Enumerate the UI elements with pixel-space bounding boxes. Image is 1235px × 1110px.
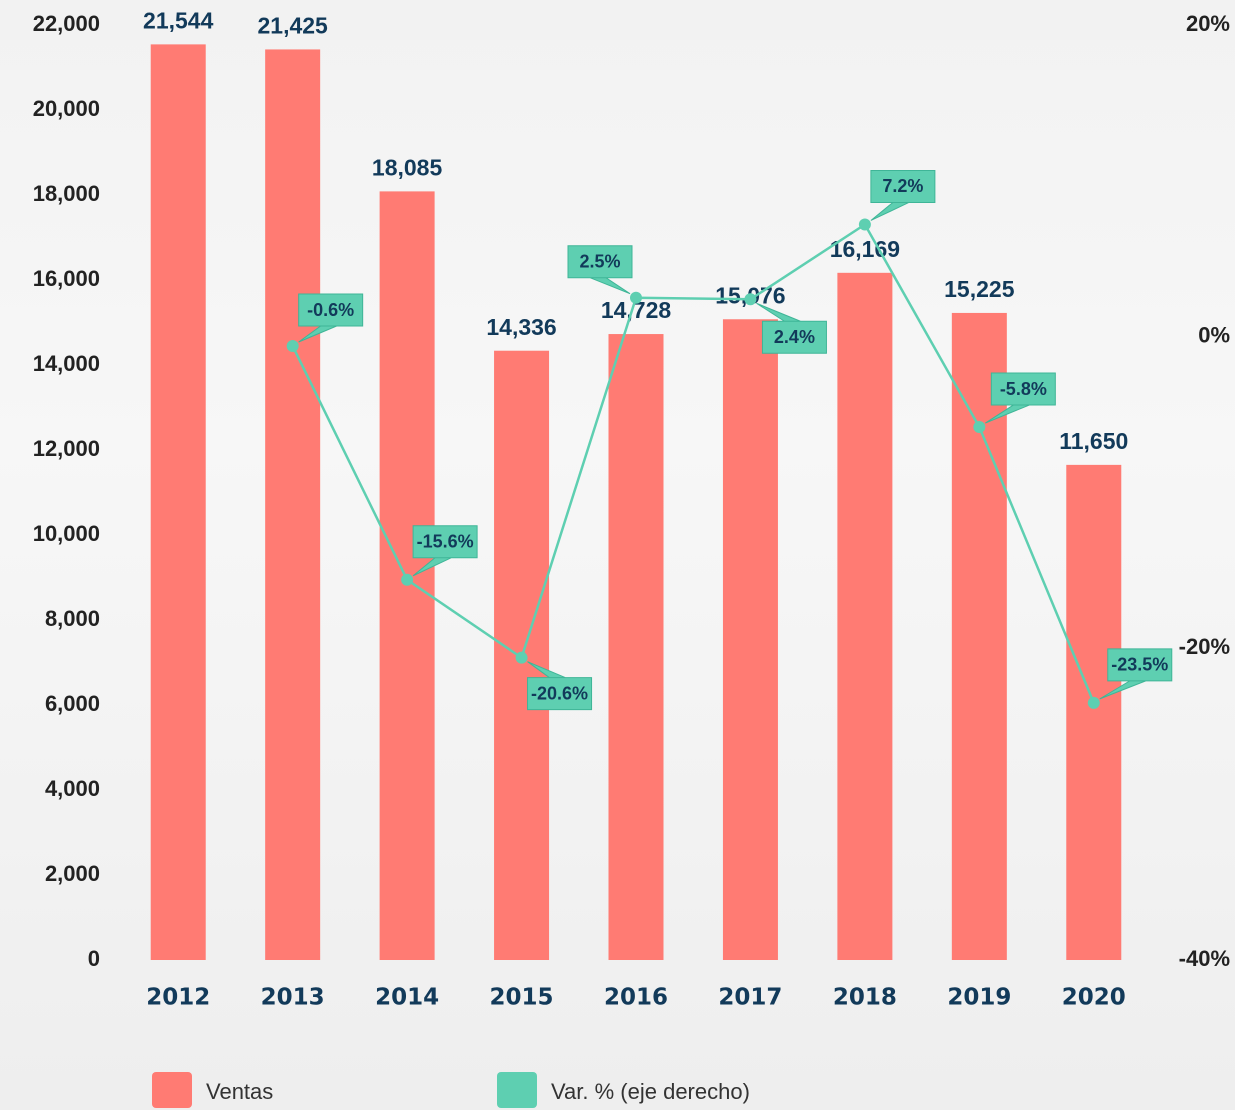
line-point	[1088, 697, 1100, 709]
y2-tick-label: -20%	[1179, 634, 1230, 659]
legend-label: Ventas	[206, 1079, 273, 1104]
y2-tick-label: 0%	[1198, 322, 1230, 347]
bar-value-label: 14,336	[486, 314, 556, 340]
x-tick-label: 2017	[718, 985, 782, 1011]
y-tick-label: 4,000	[45, 776, 100, 801]
x-tick-label: 2015	[490, 985, 554, 1011]
y-tick-label: 12,000	[33, 436, 100, 461]
line-point	[401, 574, 413, 586]
bar-value-label: 15,225	[944, 276, 1015, 302]
line-point	[859, 218, 871, 230]
line-point	[744, 293, 756, 305]
bar	[1066, 465, 1121, 960]
line-value-label: -15.6%	[417, 532, 474, 552]
legend-swatch	[497, 1072, 537, 1108]
x-tick-label: 2016	[604, 985, 668, 1011]
line-value-label: -5.8%	[1000, 379, 1047, 399]
y2-tick-label: 20%	[1186, 11, 1230, 36]
line-value-label: -23.5%	[1111, 655, 1168, 675]
x-tick-label: 2019	[947, 985, 1011, 1011]
bar	[952, 313, 1007, 960]
line-point	[973, 421, 985, 433]
x-tick-label: 2020	[1062, 985, 1126, 1011]
y2-tick-label: -40%	[1179, 946, 1230, 971]
bar	[265, 49, 320, 960]
x-tick-label: 2012	[146, 985, 210, 1011]
y-tick-label: 0	[88, 946, 100, 971]
line-value-label: 2.4%	[774, 327, 815, 347]
bar	[723, 319, 778, 960]
bar-value-label: 21,425	[257, 13, 328, 39]
y-tick-label: 14,000	[33, 351, 100, 376]
y-tick-label: 8,000	[45, 606, 100, 631]
y-tick-label: 22,000	[33, 11, 100, 36]
bar	[837, 273, 892, 960]
bar-value-label: 21,544	[143, 7, 214, 33]
y-tick-label: 2,000	[45, 861, 100, 886]
line-value-label: 2.5%	[579, 251, 620, 271]
line-point	[630, 292, 642, 304]
legend-label: Var. % (eje derecho)	[551, 1079, 750, 1104]
y-tick-label: 16,000	[33, 266, 100, 291]
line-value-label: -20.6%	[531, 683, 588, 703]
line-point	[516, 652, 528, 664]
y-tick-label: 18,000	[33, 181, 100, 206]
legend-swatch	[152, 1072, 192, 1108]
line-value-label: -0.6%	[307, 300, 354, 320]
bar	[151, 44, 206, 960]
y-tick-label: 10,000	[33, 521, 100, 546]
line-point	[287, 340, 299, 352]
x-tick-label: 2018	[833, 985, 897, 1011]
y-tick-label: 20,000	[33, 96, 100, 121]
line-value-label: 7.2%	[882, 176, 923, 196]
bar	[609, 334, 664, 960]
bar-value-label: 18,085	[372, 154, 443, 180]
bar-value-label: 11,650	[1059, 428, 1128, 454]
y-tick-label: 6,000	[45, 691, 100, 716]
x-tick-label: 2014	[375, 985, 439, 1011]
chart: 0 2,000 4,000 6,000 8,000 10,000 12,000 14,000 1…	[0, 0, 1235, 1110]
x-tick-label: 2013	[261, 985, 325, 1011]
